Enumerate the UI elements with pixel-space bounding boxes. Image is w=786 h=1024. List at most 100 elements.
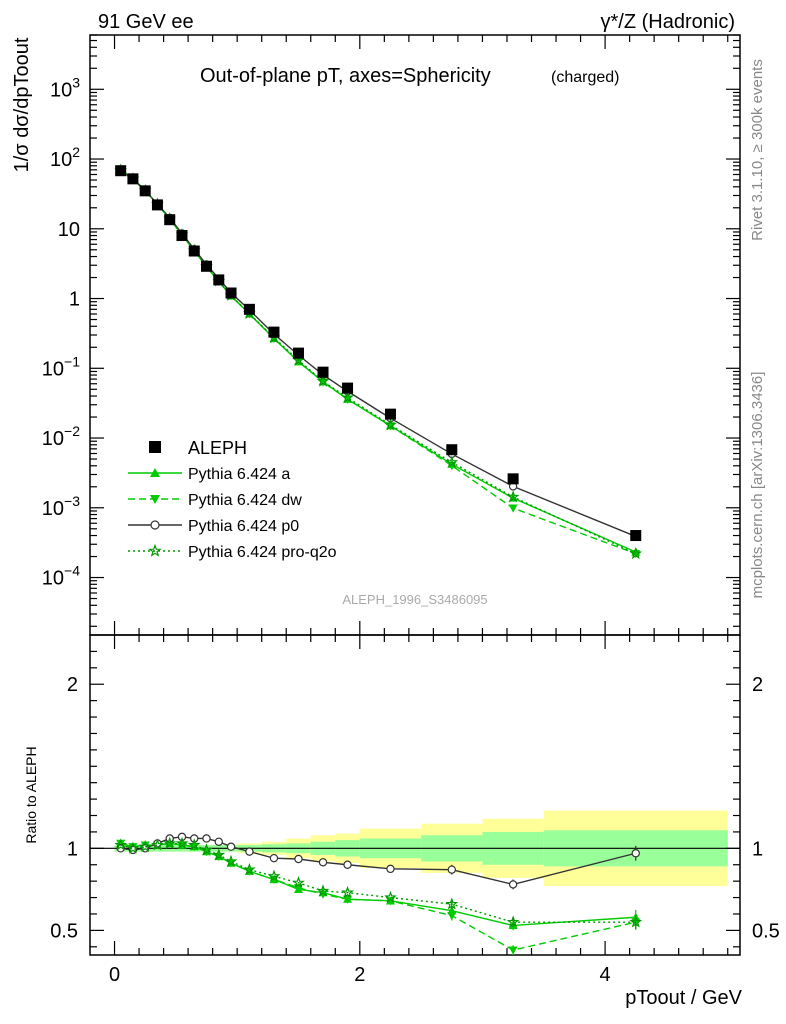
- marker-circle: [245, 847, 254, 856]
- data-point: [213, 274, 225, 286]
- marker-star: [292, 875, 305, 889]
- marker-circle: [214, 837, 223, 846]
- data-point: [176, 230, 188, 242]
- data-point: [507, 473, 519, 485]
- marker-star: [148, 543, 162, 557]
- marker-triangle-down: [508, 946, 518, 955]
- marker-star: [175, 836, 189, 849]
- data-point: [446, 444, 458, 456]
- marker-star: [629, 546, 643, 560]
- marker-triangle-down: [343, 895, 353, 904]
- marker-circle: [269, 853, 279, 863]
- marker-circle: [386, 864, 395, 874]
- marker-star: [292, 353, 305, 366]
- marker-star: [445, 897, 459, 910]
- marker-circle: [447, 865, 456, 874]
- marker-circle: [631, 849, 640, 858]
- marker-circle: [150, 520, 160, 530]
- marker-triangle-down: [447, 912, 457, 921]
- marker-circle: [343, 860, 352, 869]
- marker-star: [138, 839, 152, 853]
- marker-star: [341, 885, 354, 899]
- marker-star: [629, 915, 643, 928]
- chart-title-note: (charged): [551, 69, 619, 86]
- marker-triangle-down: [116, 839, 126, 848]
- data-point: [151, 199, 163, 211]
- ratio-tick-label-left: 1: [67, 838, 78, 860]
- data-point: [342, 382, 354, 394]
- marker-star: [341, 390, 355, 404]
- marker-star: [506, 915, 520, 928]
- legend: ALEPH Pythia 6.424 a Pythia 6.424 dw Pythia…: [128, 438, 337, 561]
- legend-label: Pythia 6.424 pro-q2o: [188, 544, 337, 561]
- ratio-frame: [89, 634, 741, 956]
- marker-star: [200, 843, 213, 856]
- marker-triangle-down: [508, 504, 518, 513]
- data-point: [292, 347, 304, 359]
- x-tick-label: 4: [600, 964, 611, 986]
- x-axis-label: pToout / GeV: [625, 987, 742, 1009]
- marker-circle: [226, 842, 236, 851]
- marker-star: [212, 848, 226, 861]
- ratio-tick-label-left: 2: [67, 674, 78, 696]
- data-point: [115, 165, 127, 177]
- marker-star: [151, 838, 164, 851]
- ratio-y-label: Ratio to ALEPH: [23, 746, 39, 843]
- ratio-tick-label-right: 2: [752, 674, 763, 696]
- data-point: [243, 303, 255, 315]
- marker-star: [187, 838, 201, 851]
- marker-triangle-up: [150, 468, 160, 477]
- ratio-tick-label-right: 0.5: [752, 920, 780, 942]
- marker-star: [384, 890, 397, 904]
- legend-label: Pythia 6.424 p0: [188, 518, 299, 535]
- data-point: [384, 408, 396, 420]
- marker-star: [316, 374, 330, 387]
- marker-star: [243, 862, 256, 876]
- data-point: [630, 530, 642, 542]
- marker-triangle-down: [318, 378, 328, 387]
- legend-label-aleph: ALEPH: [188, 438, 247, 458]
- ratio-series: [114, 832, 643, 955]
- y-tick-label: 103: [50, 74, 80, 101]
- marker-circle: [202, 834, 211, 843]
- marker-star: [163, 836, 177, 849]
- data-point: [225, 287, 237, 299]
- header-left: 91 GeV ee: [98, 11, 194, 33]
- y-tick-label: 102: [50, 144, 80, 171]
- y-tick-label: 10−2: [42, 423, 80, 450]
- ratio-tick-label-right: 1: [752, 838, 763, 860]
- marker-triangle-down: [150, 495, 160, 504]
- legend-label: Pythia 6.424 a: [188, 466, 290, 483]
- marker-star: [316, 884, 330, 897]
- marker-star: [506, 490, 520, 503]
- axis-ticks: 0 2 4 10−4 10−3 10−2 10−1 1 10 102 103 0.5 0.5 1 1 2 2: [42, 34, 780, 986]
- mcplots-label: mcplots.cern.ch [arXiv:1306.3436]: [749, 372, 766, 599]
- marker-circle: [294, 854, 303, 864]
- data-point: [149, 441, 161, 453]
- y-tick-label: 10: [58, 219, 80, 241]
- marker-star: [267, 869, 281, 882]
- data-point: [139, 185, 151, 197]
- y-tick-label: 10−4: [42, 563, 80, 590]
- watermark: ALEPH_1996_S3486095: [342, 592, 487, 607]
- data-point: [188, 245, 200, 257]
- marker-star: [384, 418, 397, 431]
- legend-label: Pythia 6.424 dw: [188, 492, 302, 509]
- marker-star: [224, 854, 238, 867]
- y-tick-label: 10−1: [42, 353, 80, 380]
- data-point: [201, 260, 213, 272]
- y-tick-label: 10−3: [42, 493, 80, 520]
- rivet-label: Rivet 3.1.10, ≥ 300k events: [749, 59, 766, 241]
- marker-star: [114, 838, 128, 851]
- marker-star: [126, 841, 140, 854]
- marker-circle: [318, 858, 328, 867]
- data-point: [268, 326, 280, 338]
- data-point: [317, 366, 329, 378]
- chart-title: Out-of-plane pT, axes=Sphericity: [200, 65, 491, 87]
- ratio-tick-label-left: 0.5: [50, 920, 78, 942]
- y-tick-label: 1: [69, 289, 80, 311]
- aleph-data: [115, 165, 642, 542]
- data-point: [164, 214, 176, 226]
- data-point: [127, 173, 139, 185]
